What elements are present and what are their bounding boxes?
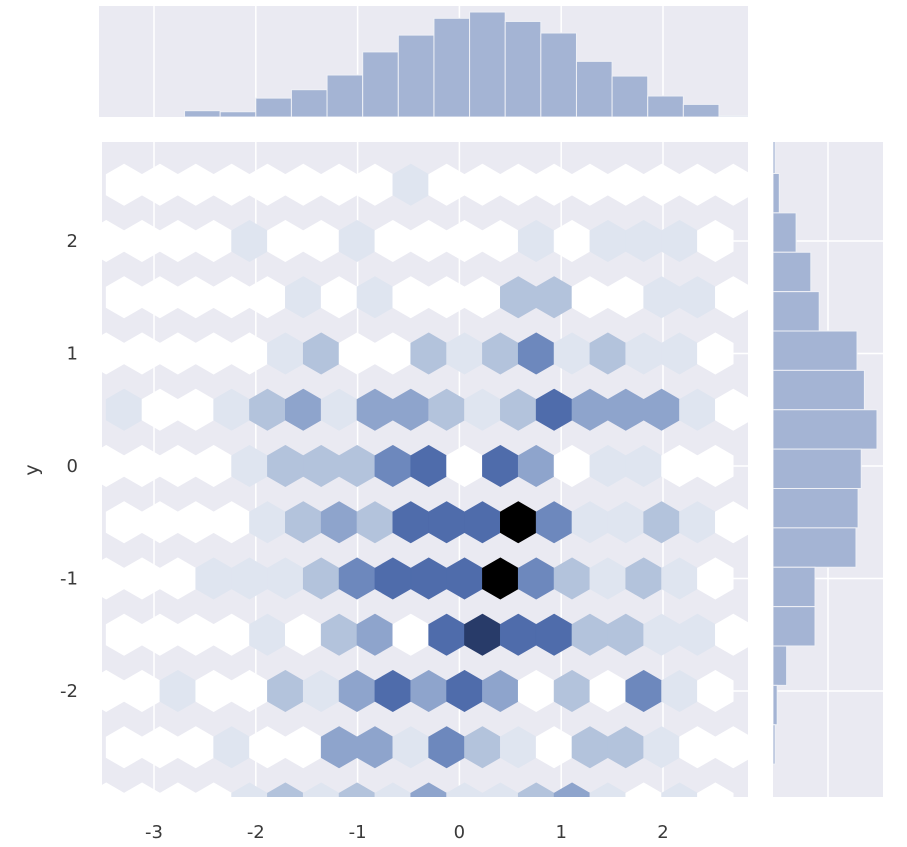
right-histogram-bar bbox=[773, 369, 865, 411]
right-histogram-bar bbox=[773, 251, 812, 293]
right-histogram-bar bbox=[773, 330, 858, 371]
hexbin-cell bbox=[715, 276, 748, 319]
right-histogram-bar bbox=[773, 488, 859, 529]
y-tick-label: -1 bbox=[60, 569, 78, 590]
x-axis-tick-labels: -3 -2 -1 0 1 2 bbox=[145, 822, 669, 843]
hexbin-cell bbox=[715, 501, 748, 544]
right-marginal-histogram bbox=[773, 142, 878, 765]
top-histogram-bar bbox=[397, 34, 435, 117]
hexbin-cell bbox=[715, 726, 748, 769]
top-histogram-bar bbox=[469, 11, 506, 117]
top-histogram-bar bbox=[647, 95, 684, 117]
top-histogram-bar bbox=[362, 51, 399, 117]
x-tick-label: -2 bbox=[247, 822, 265, 843]
hexbin-cell bbox=[715, 163, 748, 206]
top-histogram-bar bbox=[219, 111, 257, 117]
y-tick-label: 0 bbox=[67, 456, 78, 477]
right-histogram-bar bbox=[773, 527, 857, 568]
right-histogram-bar bbox=[773, 606, 816, 647]
top-histogram-bar bbox=[718, 115, 748, 117]
top-marginal-histogram bbox=[184, 11, 748, 117]
y-axis-label: y bbox=[21, 464, 43, 475]
top-histogram-bar bbox=[575, 60, 613, 117]
x-tick-label: -3 bbox=[145, 822, 163, 843]
top-histogram-bar bbox=[184, 110, 221, 117]
x-tick-label: 1 bbox=[555, 822, 566, 843]
right-histogram-bar bbox=[773, 409, 878, 450]
x-tick-label: 2 bbox=[657, 822, 668, 843]
hexbin-cell bbox=[697, 219, 734, 263]
right-histogram-bar bbox=[773, 142, 776, 174]
top-histogram-bar bbox=[682, 103, 720, 117]
right-histogram-bar bbox=[773, 684, 778, 726]
hexbin-cell bbox=[715, 613, 748, 656]
x-tick-label: 0 bbox=[454, 822, 465, 843]
top-histogram-bar bbox=[255, 97, 292, 117]
hexbin-cell bbox=[697, 332, 734, 375]
y-tick-label: 1 bbox=[67, 344, 78, 365]
hexbin-layer bbox=[102, 163, 748, 797]
right-histogram-bar bbox=[773, 173, 780, 214]
right-histogram-bar bbox=[773, 566, 816, 608]
y-axis-tick-labels: -2 -1 0 1 2 bbox=[60, 231, 78, 702]
right-histogram-bar bbox=[773, 645, 788, 686]
right-histogram-bar bbox=[773, 724, 776, 765]
hexbin-cell bbox=[697, 557, 734, 600]
right-histogram-bar bbox=[773, 448, 862, 489]
hexbin-cell bbox=[715, 388, 748, 431]
y-tick-label: -2 bbox=[60, 681, 78, 702]
top-histogram-bar bbox=[540, 32, 577, 117]
right-histogram-bar bbox=[773, 291, 820, 332]
top-histogram-bar bbox=[611, 75, 649, 117]
top-histogram-bar bbox=[290, 89, 328, 117]
hexbin-cell bbox=[697, 444, 734, 488]
top-histogram-bar bbox=[433, 17, 471, 117]
y-tick-label: 2 bbox=[67, 231, 78, 252]
top-histogram-bar bbox=[504, 20, 542, 117]
hexbin-cell bbox=[697, 782, 734, 797]
top-histogram-bar bbox=[326, 74, 364, 117]
x-tick-label: -1 bbox=[349, 822, 367, 843]
right-histogram-bar bbox=[773, 212, 797, 253]
hexbin-cell bbox=[697, 669, 734, 713]
